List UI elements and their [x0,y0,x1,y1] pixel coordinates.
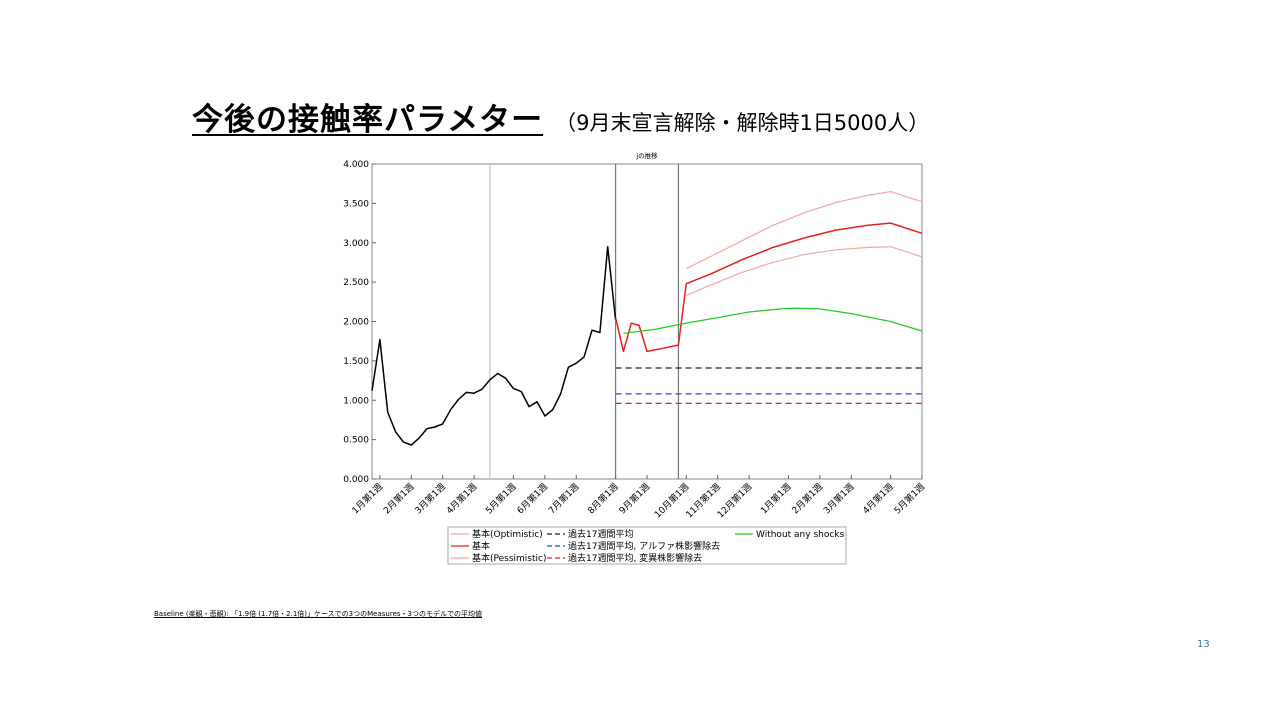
marker-lines [489,164,680,479]
footnote: Baseline (楽観・悲観): 「1.9倍 (1.7倍・2.1倍)」ケースで… [154,610,482,618]
legend-label: 過去17週間平均, アルファ株影響除去 [568,540,720,552]
plot-frame [371,163,923,480]
y-axis: 0.000 0.500 1.000 1.500 2.000 2.500 3.000 3.500… [343,160,376,485]
legend-label: 基本(Optimistic) [472,528,543,540]
y-tick-label: 0.000 [343,475,369,485]
legend-label: Without any shocks [756,530,845,540]
series-line [623,307,923,334]
y-tick-label: 3.000 [343,239,369,249]
x-tick-label: 4月第1週 [860,481,896,517]
y-tick-label: 1.000 [343,396,369,406]
x-tick-label: 12月第1週 [715,481,755,521]
x-tick-label: 2月第1週 [381,481,417,517]
series-line [614,222,923,353]
x-tick-label: 5月第1週 [483,481,519,517]
series-line [371,245,617,446]
slide-subtitle: （9月末宣言解除・解除時1日5000人） [555,111,930,135]
x-tick-label: 6月第1週 [514,481,550,517]
legend-label: 基本(Pessimistic) [472,552,546,564]
legend-label: 過去17週間平均 [568,528,633,540]
x-tick-label: 9月第1週 [616,481,652,517]
legend-label: 過去17週間平均, 変異株影響除去 [568,552,702,564]
series-line [686,246,923,297]
y-tick-label: 2.500 [343,278,369,288]
x-tick-label: 1月第1週 [349,481,385,517]
series-line [686,191,923,270]
chart-title: jの推移 [635,151,658,160]
y-tick-label: 0.500 [343,436,369,446]
x-tick-label: 3月第1週 [821,481,857,517]
slide-title-block: 今後の接触率パラメター （9月末宣言解除・解除時1日5000人） [192,94,929,139]
slide-title: 今後の接触率パラメター [192,102,544,138]
y-tick-label: 3.500 [343,199,369,209]
x-tick-label: 7月第1週 [546,481,582,517]
legend-box [447,526,847,565]
y-tick-label: 1.500 [343,357,369,367]
series-group [371,191,923,446]
x-tick-label: 4月第1週 [444,481,480,517]
x-tick-label: 8月第1週 [585,481,621,517]
y-tick-label: 2.000 [343,318,369,328]
x-tick-label: 3月第1週 [412,481,448,517]
legend-label: 基本 [472,540,490,552]
x-tick-label: 1月第1週 [758,481,794,517]
x-tick-label: 5月第1週 [891,481,927,517]
x-tick-label: 2月第1週 [789,481,825,517]
y-tick-label: 4.000 [343,160,369,170]
page-number: 13 [1197,639,1210,650]
legend: 基本(Optimistic)基本基本(Pessimistic)過去17週間平均過… [447,526,847,565]
